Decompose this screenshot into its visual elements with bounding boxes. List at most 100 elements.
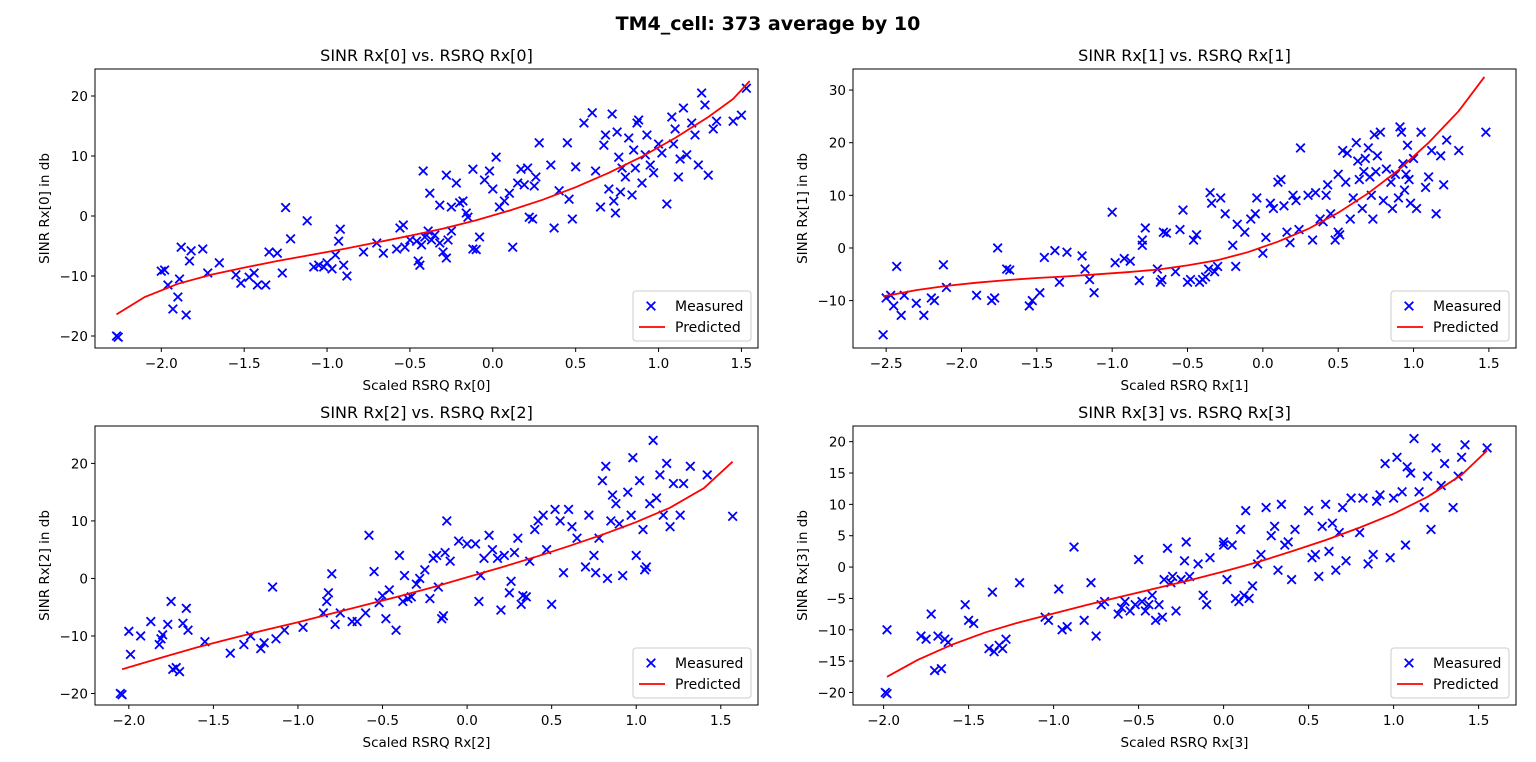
measured-point: [1062, 621, 1073, 632]
measured-point: [471, 244, 482, 255]
measured-point: [1091, 631, 1102, 641]
measured-point: [617, 570, 628, 581]
measured-point: [558, 567, 569, 578]
x-tick-label: −1.5: [197, 713, 230, 729]
x-tick-label: 1.0: [1403, 356, 1424, 372]
measured-point: [327, 263, 337, 274]
measured-point: [1212, 261, 1223, 272]
measured-point: [1327, 518, 1338, 529]
measured-point: [1358, 493, 1368, 504]
measured-point: [675, 510, 686, 521]
measured-point: [441, 253, 452, 263]
measured-point: [607, 490, 618, 500]
measured-point: [1266, 530, 1277, 541]
measured-point: [527, 214, 538, 224]
measured-point: [506, 576, 517, 587]
measured-point: [279, 625, 290, 636]
subplot-0: SINR Rx[0] vs. RSRQ Rx[0] −2.0 −1.5 −1.0 −0.…: [37, 46, 759, 394]
measured-point: [1157, 612, 1168, 623]
measured-point: [330, 619, 341, 630]
measured-point: [338, 260, 349, 271]
measured-point: [1404, 174, 1414, 185]
measured-point: [1079, 615, 1090, 626]
measured-point: [1303, 190, 1313, 201]
measured-point: [675, 154, 686, 164]
measured-point: [529, 524, 540, 535]
measured-point: [399, 570, 410, 581]
measured-point: [878, 329, 889, 340]
measured-point: [438, 610, 449, 621]
measured-point: [431, 550, 442, 561]
measured-point: [1396, 127, 1407, 138]
measured-point: [326, 568, 337, 579]
measured-point: [938, 259, 949, 270]
legend-measured-marker: [646, 658, 656, 668]
measured-point: [627, 452, 638, 463]
measured-point: [181, 603, 192, 614]
measured-point: [916, 631, 926, 641]
measured-point: [665, 521, 675, 532]
measured-point: [1400, 540, 1411, 551]
measured-point: [1014, 577, 1025, 588]
y-tick-label: −10: [60, 629, 89, 645]
measured-point: [285, 233, 296, 244]
x-tick-label: −2.0: [145, 356, 178, 372]
measured-point: [519, 179, 530, 190]
measured-point: [1371, 496, 1382, 507]
x-tick-label: 1.5: [1478, 356, 1499, 372]
measured-point: [512, 533, 523, 544]
y-tick-label: −5: [826, 591, 846, 607]
measured-point: [1370, 166, 1381, 177]
measured-point: [280, 202, 291, 213]
y-tick-label: −10: [818, 623, 847, 639]
measured-point: [1420, 182, 1431, 193]
x-tick-label: −2.5: [870, 356, 903, 372]
y-axis-label: SINR Rx[1] in db: [795, 153, 811, 264]
measured-point: [690, 130, 700, 140]
y-axis-label: SINR Rx[0] in db: [37, 153, 53, 264]
measured-point: [1435, 150, 1446, 161]
measured-point: [440, 547, 451, 558]
y-tick-label: 10: [829, 188, 846, 204]
measured-point: [1402, 461, 1413, 472]
measured-point: [1363, 143, 1374, 153]
measured-point: [157, 629, 168, 640]
measured-point: [1201, 599, 1212, 610]
measured-point: [1205, 187, 1216, 198]
measured-point: [1480, 127, 1491, 138]
measured-point: [1239, 590, 1249, 601]
measured-point: [1125, 256, 1136, 267]
x-tick-label: 1.5: [1468, 713, 1489, 729]
measured-point: [1409, 433, 1419, 444]
measured-point: [1390, 169, 1401, 180]
y-tick-label: −20: [60, 329, 89, 345]
measured-point: [963, 615, 974, 626]
measured-point: [727, 511, 738, 522]
measured-point: [1322, 179, 1333, 190]
measured-point: [1209, 266, 1220, 277]
measured-point: [1397, 486, 1408, 497]
measured-point: [174, 666, 185, 677]
measured-point: [1039, 252, 1050, 263]
measured-point: [926, 609, 937, 620]
figure-suptitle: TM4_cell: 373 average by 10: [616, 13, 921, 35]
measured-point: [1140, 223, 1151, 233]
measured-point: [1321, 190, 1332, 201]
subplot-title: SINR Rx[1] vs. RSRQ Rx[1]: [1078, 46, 1291, 65]
measured-point: [424, 593, 435, 604]
measured-point: [632, 118, 642, 128]
measured-point: [1426, 524, 1436, 535]
measured-point: [1436, 480, 1447, 491]
x-tick-label: 0.0: [1252, 356, 1273, 372]
measured-point: [634, 475, 645, 486]
y-tick-label: 10: [71, 149, 88, 165]
measured-point: [1113, 609, 1124, 620]
measured-point: [1162, 543, 1173, 554]
measured-point: [441, 170, 452, 181]
y-tick-label: 10: [829, 497, 846, 513]
measured-point: [555, 515, 566, 526]
measured-point: [1352, 156, 1363, 167]
legend-box: [1390, 647, 1510, 699]
measured-point: [1150, 615, 1161, 626]
